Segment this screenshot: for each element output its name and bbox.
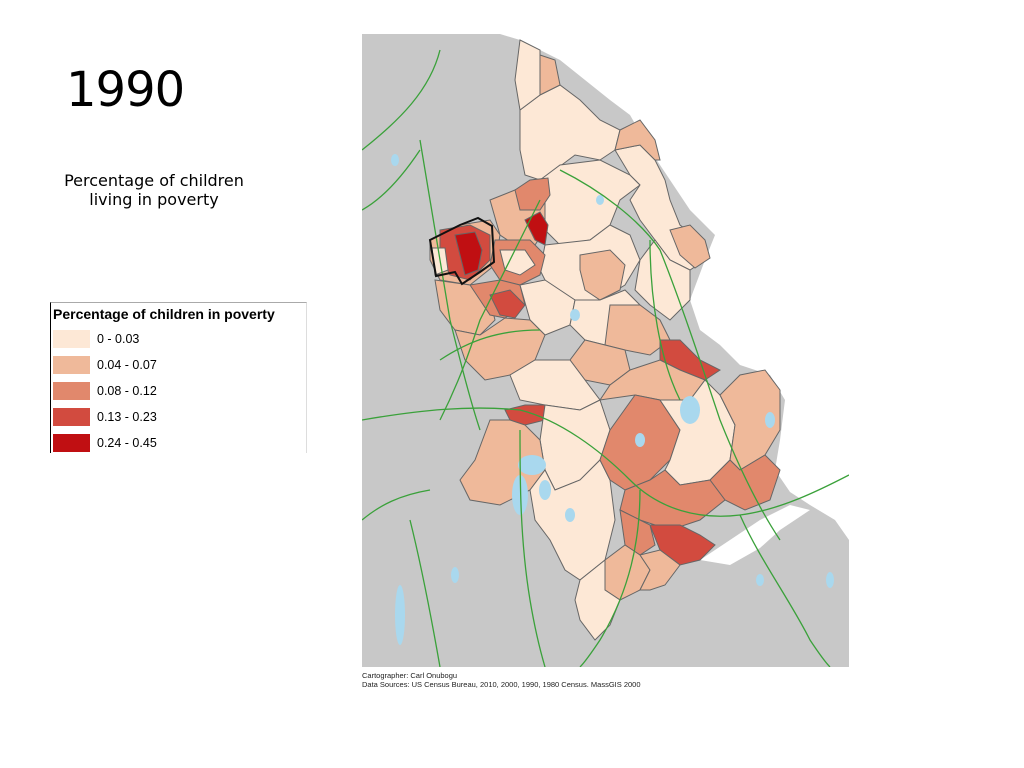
lake (539, 480, 551, 500)
road (519, 429, 546, 667)
lake (680, 396, 700, 424)
region (514, 39, 541, 111)
legend-item: 0.13 - 0.23 (53, 408, 303, 426)
road (439, 329, 541, 361)
legend-swatch (53, 330, 90, 348)
road (559, 169, 781, 541)
region (454, 317, 546, 381)
legend-item: 0.04 - 0.07 (53, 356, 303, 374)
lake (596, 195, 604, 205)
road (362, 49, 441, 151)
legend-swatch (53, 434, 90, 452)
cartographer-credit: Cartographer: Carl Onubogu (362, 671, 458, 680)
map-svg (362, 34, 849, 667)
lake (565, 508, 575, 522)
road (362, 407, 849, 517)
road (409, 519, 441, 667)
legend-swatch (53, 356, 90, 374)
lake (395, 585, 405, 645)
road (362, 149, 421, 211)
water-bodies (391, 154, 834, 645)
road (419, 139, 481, 431)
lake (635, 433, 645, 447)
region (489, 289, 526, 319)
lake (756, 574, 764, 586)
data-sources-credit: Data Sources: US Census Bureau, 2010, 20… (362, 680, 641, 689)
lake (518, 455, 546, 475)
road (439, 199, 541, 421)
map-legend: Percentage of children in poverty 0 - 0.… (50, 302, 307, 453)
legend-label: 0 - 0.03 (97, 332, 140, 346)
road (362, 489, 431, 521)
lake (391, 154, 399, 166)
lake (512, 475, 528, 515)
region (639, 549, 681, 591)
road (739, 514, 831, 667)
legend-item: 0.24 - 0.45 (53, 434, 303, 452)
region (454, 231, 483, 276)
legend-label: 0.13 - 0.23 (97, 410, 157, 424)
legend-swatch (53, 382, 90, 400)
legend-item: 0 - 0.03 (53, 330, 303, 348)
region (614, 119, 661, 161)
region (669, 224, 711, 269)
region (719, 369, 781, 471)
legend-label: 0.08 - 0.12 (97, 384, 157, 398)
road (649, 239, 681, 401)
region (579, 249, 626, 301)
road (579, 489, 641, 667)
slide-title: 1990 (66, 62, 185, 118)
ocean (500, 34, 849, 540)
lake (765, 412, 775, 428)
map-credits: Cartographer: Carl Onubogu Data Sources:… (362, 671, 641, 689)
legend-title: Percentage of children in poverty (53, 306, 275, 322)
legend-item: 0.08 - 0.12 (53, 382, 303, 400)
region (574, 558, 621, 641)
choropleth-map (362, 34, 849, 667)
region (499, 249, 536, 276)
ocean (700, 505, 810, 565)
lake (826, 572, 834, 588)
legend-label: 0.04 - 0.07 (97, 358, 157, 372)
lake (570, 309, 580, 321)
roads (362, 49, 849, 667)
region (514, 177, 551, 211)
legend-swatch (53, 408, 90, 426)
region (634, 239, 691, 321)
lake (451, 567, 459, 583)
legend-label: 0.24 - 0.45 (97, 436, 157, 450)
city-outline (428, 216, 496, 286)
region (519, 84, 621, 181)
region (524, 211, 549, 246)
slide-subtitle: Percentage of children living in poverty (64, 171, 244, 209)
